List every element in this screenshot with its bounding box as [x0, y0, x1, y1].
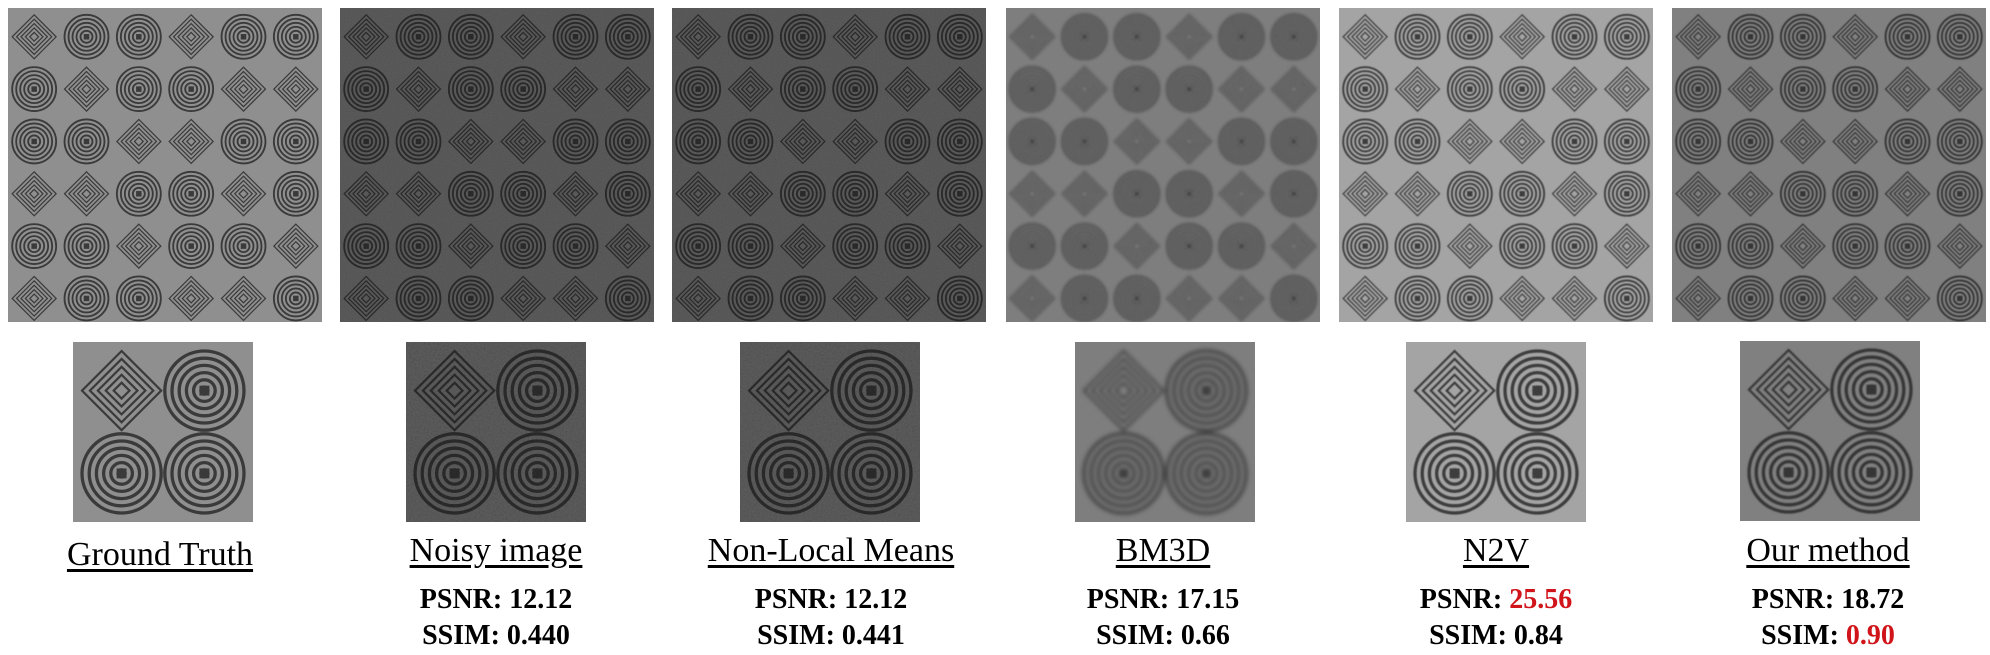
- full-image-our-method: [1672, 8, 1986, 322]
- ssim-nlm: SSIM: 0.441: [757, 620, 905, 651]
- full-texture: [340, 8, 654, 322]
- crop-texture: [1075, 342, 1255, 522]
- caption-ground-truth: Ground Truth: [66, 536, 254, 573]
- ssim-noisy: SSIM: 0.440: [422, 620, 570, 651]
- caption-our-method: Our method: [1746, 532, 1910, 569]
- psnr-nlm: PSNR: 12.12: [754, 584, 908, 615]
- full-texture: [1339, 8, 1653, 322]
- crop-texture: [406, 342, 586, 522]
- crop-texture: [73, 342, 253, 522]
- crop-image-bm3d: [1075, 342, 1255, 522]
- psnr-n2v: PSNR: 25.56: [1419, 584, 1573, 615]
- full-image-nlm: [672, 8, 986, 322]
- full-image-noisy: [340, 8, 654, 322]
- caption-noisy-image: Noisy image: [409, 532, 583, 569]
- ssim-bm3d: SSIM: 0.66: [1096, 620, 1230, 651]
- crop-texture: [740, 342, 920, 522]
- psnr-bm3d: PSNR: 17.15: [1086, 584, 1240, 615]
- full-image-n2v: [1339, 8, 1653, 322]
- crop-image-ground-truth: [73, 342, 253, 522]
- caption-bm3d: BM3D: [1115, 532, 1211, 569]
- full-texture: [8, 8, 322, 322]
- crop-image-noisy: [406, 342, 586, 522]
- ssim-n2v: SSIM: 0.84: [1429, 620, 1563, 651]
- psnr-noisy: PSNR: 12.12: [419, 584, 573, 615]
- crop-texture: [1406, 342, 1586, 522]
- full-texture: [1672, 8, 1986, 322]
- full-image-ground-truth: [8, 8, 322, 322]
- caption-non-local-means: Non-Local Means: [707, 532, 955, 569]
- psnr-n2v-value-highlight: 25.56: [1509, 584, 1573, 615]
- ssim-our-method-value-highlight: 0.90: [1845, 620, 1895, 651]
- crop-image-n2v: [1406, 342, 1586, 522]
- ssim-our-method: SSIM: 0.90: [1761, 620, 1895, 651]
- caption-n2v: N2V: [1462, 532, 1530, 569]
- full-image-bm3d: [1006, 8, 1320, 322]
- crop-texture: [1740, 341, 1920, 521]
- full-texture: [672, 8, 986, 322]
- crop-image-nlm: [740, 342, 920, 522]
- crop-image-our-method: [1740, 341, 1920, 521]
- full-texture: [1006, 8, 1320, 322]
- psnr-our-method: PSNR: 18.72: [1751, 584, 1905, 615]
